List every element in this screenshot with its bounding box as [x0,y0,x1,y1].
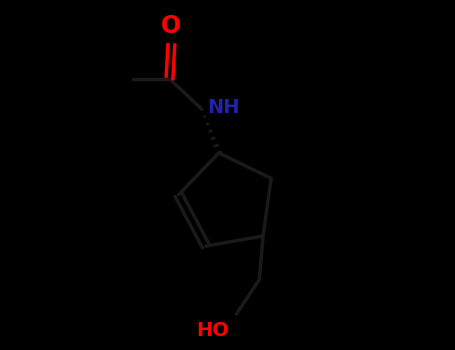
Text: NH: NH [207,98,240,117]
Text: HO: HO [196,321,229,340]
Text: O: O [161,14,182,38]
